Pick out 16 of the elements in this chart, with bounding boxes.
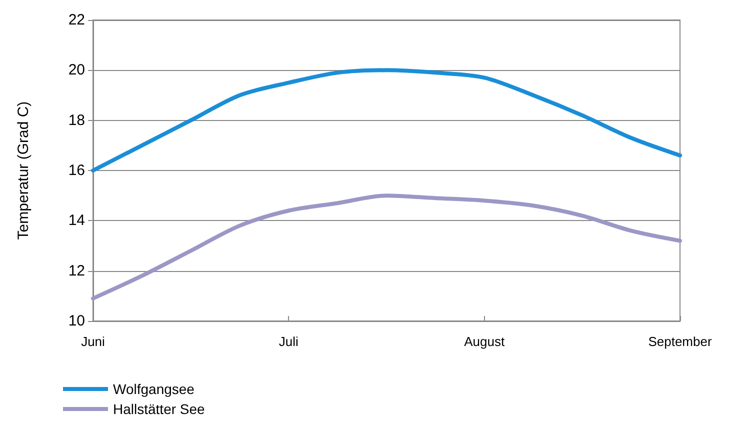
y-tick-label: 14 [68, 212, 85, 230]
legend-label: Hallstätter See [113, 401, 206, 417]
x-tick-label: Juli [278, 334, 299, 349]
y-tick-label: 16 [68, 162, 85, 179]
y-tick-label: 12 [68, 262, 85, 280]
x-tick-label: Juni [81, 334, 106, 349]
y-tick-label: 22 [68, 12, 85, 28]
line-series [91, 194, 682, 300]
x-tick-label: August [464, 334, 505, 349]
x-tick-label: September [648, 334, 712, 349]
y-tick-label: 20 [68, 62, 85, 79]
y-axis-title: Temperatur (Grad C) [15, 101, 32, 240]
legend-label: Wolfgangsee [113, 381, 195, 397]
y-tick-label: 18 [68, 112, 85, 129]
line-series [91, 68, 682, 172]
y-tick-label: 10 [68, 312, 85, 330]
